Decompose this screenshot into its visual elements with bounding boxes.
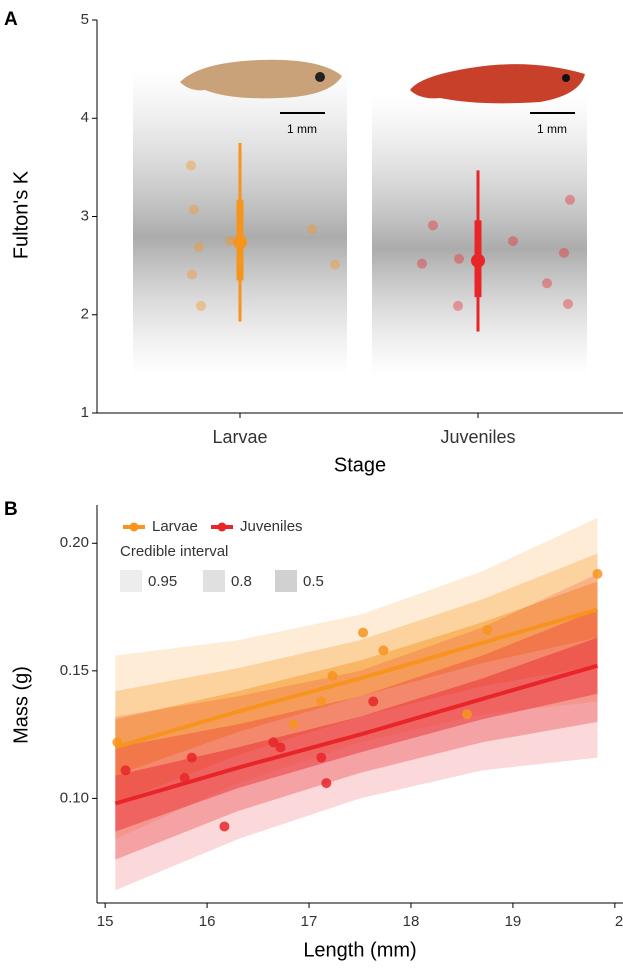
data-point bbox=[378, 645, 389, 656]
fit-line bbox=[114, 607, 599, 750]
data-point bbox=[112, 737, 123, 748]
y-tick-label: 2 bbox=[81, 306, 89, 323]
x-tick-label: 15 bbox=[97, 913, 114, 930]
y-tick-label: 1 bbox=[81, 404, 89, 421]
legend-dot bbox=[217, 522, 227, 532]
x-tick-label: Juveniles bbox=[440, 427, 515, 447]
median bbox=[233, 235, 247, 250]
legend-title: Credible interval bbox=[120, 543, 228, 560]
x-tick-label: Larvae bbox=[212, 427, 267, 447]
data-point bbox=[462, 709, 473, 720]
data-point bbox=[321, 778, 332, 789]
data-point bbox=[327, 670, 338, 681]
scale-bar-label: 1 mm bbox=[537, 122, 567, 136]
fish-eye bbox=[315, 72, 325, 82]
juvenile-fish bbox=[410, 64, 585, 104]
data-point bbox=[275, 742, 286, 753]
legend-swatch bbox=[275, 570, 297, 592]
data-point bbox=[196, 300, 206, 311]
data-point bbox=[186, 752, 197, 763]
credible-band bbox=[115, 573, 598, 891]
legend-label: Juveniles bbox=[240, 518, 303, 535]
data-point bbox=[194, 241, 204, 252]
legend-dot bbox=[129, 522, 139, 532]
x-axis-title: Stage bbox=[334, 454, 386, 476]
data-point bbox=[508, 236, 518, 247]
fish-photos: 1 mm 1 mm bbox=[180, 59, 585, 136]
data-point bbox=[316, 752, 327, 763]
density-shading bbox=[133, 70, 587, 375]
data-point bbox=[316, 696, 327, 707]
x-axis-title: Length (mm) bbox=[303, 939, 416, 961]
y-tick-label: 3 bbox=[81, 207, 89, 224]
data-point bbox=[186, 160, 196, 171]
data-point bbox=[453, 300, 463, 311]
fish-eye bbox=[562, 74, 570, 82]
data-point bbox=[268, 737, 279, 748]
data-point bbox=[482, 625, 493, 636]
y-tick-label: 0.20 bbox=[60, 534, 89, 551]
legend-swatch bbox=[203, 570, 225, 592]
data-point bbox=[187, 269, 197, 280]
x-tick-label: 20 bbox=[615, 913, 623, 930]
data-point bbox=[565, 194, 575, 205]
data-point bbox=[542, 278, 552, 289]
y-tick-label: 5 bbox=[81, 11, 89, 28]
x-tick-label: 19 bbox=[505, 913, 522, 930]
x-tick-label: 16 bbox=[199, 913, 216, 930]
data-point bbox=[189, 204, 199, 215]
panel-label: A bbox=[4, 9, 18, 30]
x-tick-label: 17 bbox=[301, 913, 318, 930]
legend-label: 0.95 bbox=[148, 573, 177, 590]
data-point bbox=[225, 236, 235, 247]
data-point bbox=[592, 568, 603, 579]
legend-label: 0.5 bbox=[303, 573, 324, 590]
y-tick-label: 4 bbox=[81, 109, 89, 126]
legend-swatch bbox=[120, 570, 142, 592]
scale-bar-label: 1 mm bbox=[287, 122, 317, 136]
data-point bbox=[330, 259, 340, 270]
fit-line bbox=[114, 663, 599, 806]
data-point bbox=[307, 224, 317, 235]
median bbox=[471, 253, 485, 268]
data-point bbox=[219, 821, 230, 832]
data-point bbox=[179, 772, 190, 783]
data-point bbox=[358, 627, 369, 638]
data-point bbox=[368, 696, 379, 707]
data-point bbox=[563, 298, 573, 309]
y-tick-label: 0.15 bbox=[60, 662, 89, 679]
larva-fish bbox=[180, 59, 342, 99]
data-point bbox=[428, 220, 438, 231]
y-tick-label: 0.10 bbox=[60, 789, 89, 806]
data-point bbox=[559, 247, 569, 258]
legend-label: 0.8 bbox=[231, 573, 252, 590]
y-axis-title: Mass (g) bbox=[10, 666, 32, 744]
legend-label: Larvae bbox=[152, 518, 198, 535]
data-point bbox=[120, 765, 131, 776]
data-point bbox=[417, 258, 427, 269]
y-axis-title: Fulton's K bbox=[10, 170, 32, 259]
data-point bbox=[454, 253, 464, 264]
panel-label: B bbox=[4, 499, 18, 520]
data-point bbox=[288, 719, 299, 730]
x-tick-label: 18 bbox=[403, 913, 420, 930]
